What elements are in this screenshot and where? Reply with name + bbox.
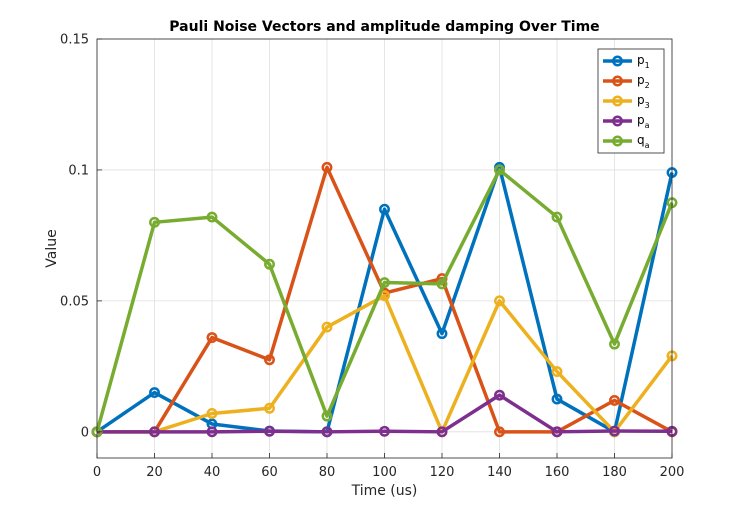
data-point <box>264 258 275 270</box>
x-tick-label: 200 <box>660 465 685 480</box>
data-point <box>264 354 275 366</box>
x-tick-label: 0 <box>93 465 101 480</box>
data-point <box>609 338 620 350</box>
series-qa <box>91 164 678 438</box>
legend-marker <box>612 55 623 67</box>
data-point <box>321 410 333 422</box>
data-point <box>436 278 448 290</box>
data-point <box>149 387 160 398</box>
legend-item: p1 <box>603 53 650 70</box>
data-point <box>206 408 218 419</box>
y-tick-label: 0.1 <box>68 163 89 178</box>
legend: p1 p2 p3 pa qa <box>597 48 665 154</box>
data-point <box>149 426 160 438</box>
data-point <box>379 425 390 437</box>
data-point <box>264 425 275 437</box>
x-axis-label: Time (us) <box>351 483 418 499</box>
data-point <box>551 426 563 438</box>
data-point <box>609 394 620 406</box>
data-point <box>436 328 448 340</box>
data-point <box>206 426 218 438</box>
legend-item: pa <box>603 113 650 130</box>
legend-marker <box>612 75 623 87</box>
data-point <box>206 211 218 223</box>
legend-marker <box>612 135 623 147</box>
data-point <box>321 321 333 333</box>
x-tick-label: 160 <box>545 465 570 480</box>
data-point <box>321 161 333 173</box>
legend-item: qa <box>603 133 650 150</box>
axes: 0 20 40 60 80 100 120 140 160 180 200 0 0.05 0.1 0.15 <box>60 33 684 481</box>
data-point <box>551 393 563 405</box>
chart-title: Pauli Noise Vectors and amplitude dampin… <box>169 19 599 35</box>
y-tick-label: 0 <box>81 425 89 440</box>
legend-label: p3 <box>637 93 650 110</box>
data-point <box>149 216 160 228</box>
x-tick-label: 60 <box>261 465 278 480</box>
data-point <box>321 426 333 438</box>
series-line <box>95 168 674 433</box>
legend-label: pa <box>637 113 650 130</box>
x-tick-label: 40 <box>204 465 221 480</box>
data-point <box>494 426 505 438</box>
data-point <box>379 277 390 288</box>
data-point <box>206 332 218 343</box>
x-tick-label: 80 <box>319 465 336 480</box>
series-line <box>97 393 673 434</box>
data-point <box>494 164 505 176</box>
legend-item: p3 <box>603 93 650 110</box>
series-line <box>97 293 674 434</box>
data-point <box>494 389 505 401</box>
data-point <box>551 211 563 223</box>
legend-label: p2 <box>637 73 650 90</box>
y-axis-label: Value <box>44 229 60 267</box>
series-line <box>97 165 673 434</box>
data-point <box>379 203 390 215</box>
legend-marker <box>612 95 623 107</box>
x-tick-label: 100 <box>372 465 397 480</box>
x-tick-label: 180 <box>602 465 627 480</box>
series-line <box>96 165 674 434</box>
data-point <box>436 426 448 438</box>
data-point <box>264 402 275 414</box>
x-tick-label: 140 <box>487 465 512 480</box>
data-point <box>494 295 505 307</box>
legend-label: p1 <box>637 53 650 70</box>
legend-label: qa <box>637 133 650 150</box>
data-point <box>551 366 563 378</box>
data-point <box>609 425 620 437</box>
x-tick-label: 120 <box>430 465 455 480</box>
legend-marker <box>612 115 623 127</box>
x-tick-label: 20 <box>146 465 163 480</box>
y-tick-label: 0.15 <box>60 33 89 48</box>
y-tick-label: 0.05 <box>60 294 89 309</box>
legend-item: p2 <box>603 73 650 90</box>
